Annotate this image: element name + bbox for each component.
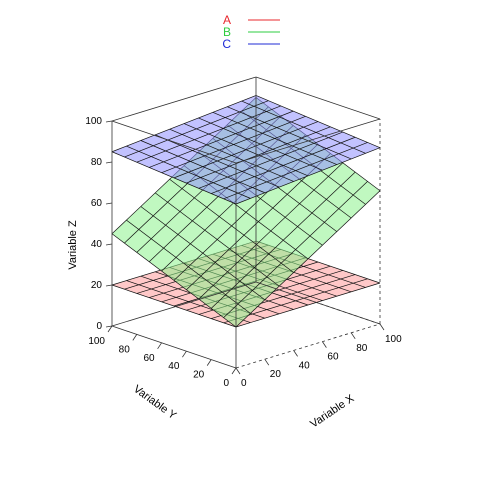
- plot-box-front: [111, 76, 381, 369]
- x-tick: [264, 358, 270, 366]
- axis-ticks: 0 20 40 60 80 100 0 20 40 60 80 100 0 20 40 60 80 100: [85, 116, 402, 389]
- z-tick-label: 100: [85, 116, 102, 127]
- z-tick: [105, 161, 113, 164]
- x-tick-label: 80: [356, 343, 368, 354]
- y-tick: [132, 334, 138, 341]
- box-edge-bottom-y: [111, 325, 237, 369]
- z-tick: [105, 325, 113, 328]
- box-edge-top-front: [111, 76, 257, 122]
- mesh-line: [173, 121, 319, 179]
- x-tick-label: 40: [299, 360, 311, 371]
- mesh-line: [124, 100, 269, 158]
- x-tick: [235, 367, 241, 375]
- z-axis-title: Variable Z: [67, 220, 79, 270]
- x-tick-label: 60: [327, 352, 339, 363]
- mesh-line: [161, 116, 306, 173]
- mesh-line: [149, 110, 294, 168]
- x-axis-title: Variable X: [308, 392, 357, 430]
- x-tick-label: 100: [385, 334, 402, 345]
- y-tick-label: 100: [88, 336, 105, 347]
- legend-label-C: C: [222, 37, 231, 51]
- y-tick: [182, 350, 187, 358]
- y-tick: [231, 367, 237, 375]
- z-tick: [105, 120, 113, 123]
- y-tick: [157, 342, 162, 350]
- box-edge-bottom-x-near: [111, 281, 257, 327]
- box-edge-top-back-x: [235, 118, 381, 164]
- mesh-line: [111, 95, 257, 153]
- y-tick: [206, 359, 212, 366]
- box-edge-bottom-x-far: [255, 281, 381, 325]
- x-tick-label: 0: [241, 378, 247, 389]
- z-tick-label: 0: [96, 321, 102, 332]
- mesh-line: [212, 112, 337, 165]
- x-tick: [379, 323, 385, 331]
- box-edge-top-right: [255, 76, 381, 120]
- box-edge-back-bottom-x: [235, 323, 381, 369]
- surface-C: [111, 95, 381, 205]
- surfaces: [111, 95, 381, 328]
- z-tick-label: 80: [91, 157, 103, 168]
- y-axis-title: Variable Y: [131, 383, 179, 422]
- legend-label-B: B: [223, 25, 231, 39]
- mesh-line: [227, 106, 352, 160]
- z-tick-label: 20: [91, 280, 103, 291]
- x-tick-label: 20: [270, 369, 282, 380]
- y-tick-label: 0: [223, 378, 229, 389]
- mesh-line: [241, 100, 366, 154]
- x-tick: [322, 341, 327, 348]
- y-tick: [107, 325, 113, 333]
- mesh-line: [198, 117, 323, 171]
- y-tick-label: 40: [168, 361, 180, 372]
- y-tick-label: 20: [193, 370, 205, 381]
- y-tick-label: 60: [143, 353, 155, 364]
- z-tick: [105, 284, 113, 287]
- legend-label-A: A: [223, 13, 231, 27]
- mesh-line: [255, 95, 381, 149]
- z-tick-label: 60: [91, 198, 103, 209]
- box-edge-top-left: [111, 120, 237, 164]
- legend: ABC: [222, 13, 280, 51]
- mesh-line: [136, 105, 281, 163]
- z-tick: [105, 202, 113, 205]
- x-tick: [293, 350, 298, 357]
- z-tick: [105, 243, 113, 246]
- x-tick: [350, 332, 356, 340]
- y-tick-label: 80: [119, 344, 131, 355]
- z-tick-label: 40: [91, 239, 103, 250]
